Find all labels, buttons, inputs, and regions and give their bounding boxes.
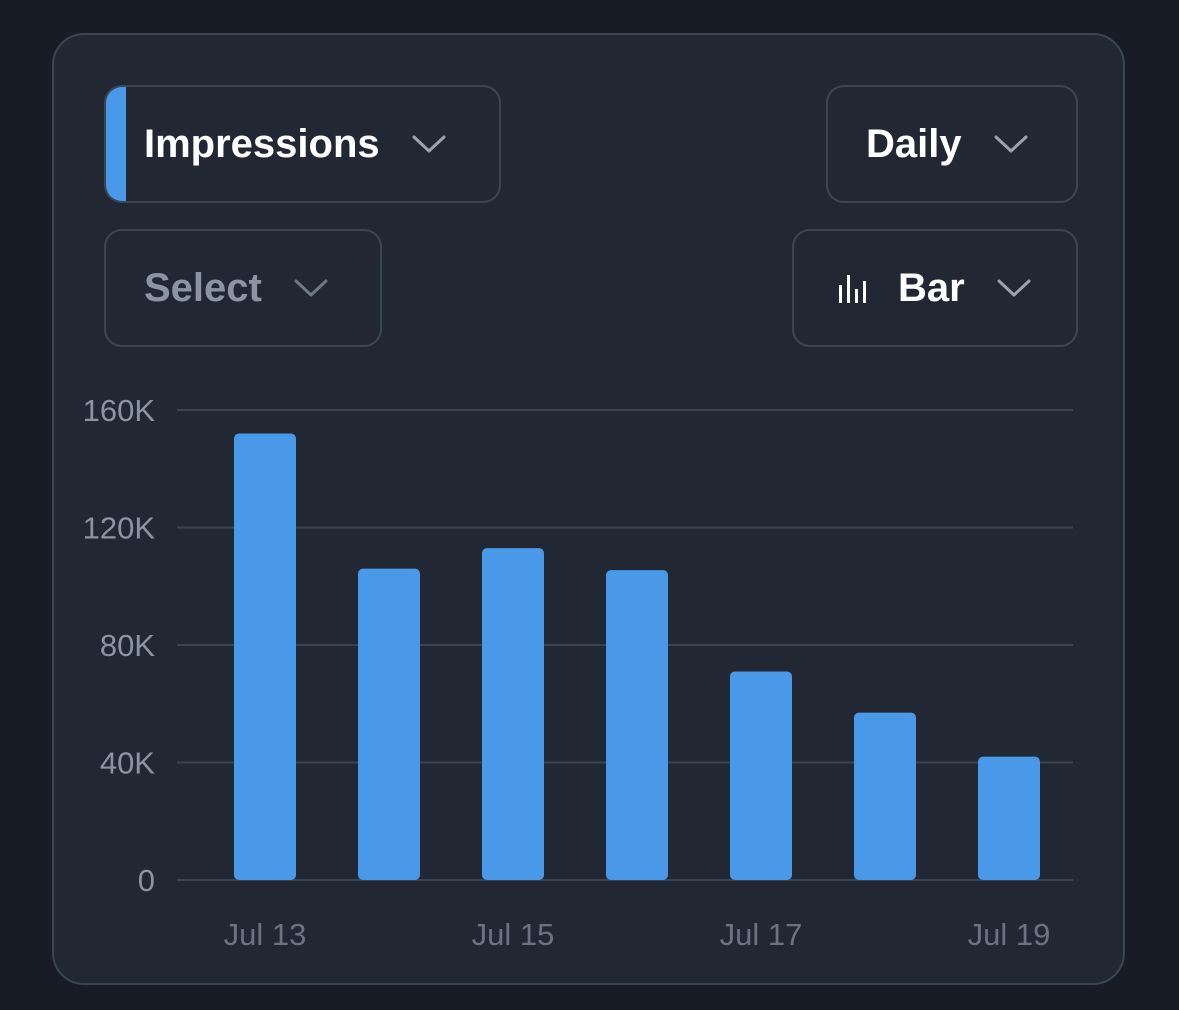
bar-chart-icon (838, 273, 870, 303)
bar-jul-17[interactable] (730, 671, 792, 880)
y-tick-label: 160K (83, 393, 156, 428)
y-tick-label: 0 (138, 863, 155, 898)
metric-color-indicator (106, 87, 126, 201)
metric-dropdown-label: Impressions (144, 121, 380, 166)
chevron-down-icon (994, 134, 1028, 154)
y-tick-label: 80K (100, 628, 155, 663)
chart-type-dropdown-label: Bar (898, 265, 965, 310)
metric-dropdown[interactable]: Impressions (104, 85, 501, 203)
bars (234, 433, 1040, 881)
chevron-down-icon (997, 278, 1031, 298)
period-dropdown-label: Daily (866, 121, 962, 166)
x-tick-label: Jul 17 (720, 917, 803, 952)
bar-jul-18[interactable] (854, 712, 916, 880)
compare-dropdown[interactable]: Select (104, 229, 382, 347)
bar-jul-13[interactable] (234, 433, 296, 881)
y-tick-label: 40K (100, 746, 155, 781)
chart-card: Impressions Daily Select Bar (52, 33, 1125, 985)
bar-jul-16[interactable] (606, 570, 668, 880)
x-tick-label: Jul 15 (472, 917, 555, 952)
x-tick-label: Jul 19 (968, 917, 1051, 952)
y-axis-ticks: 0 40K 80K 120K 160K (83, 393, 156, 898)
x-tick-label: Jul 13 (224, 917, 307, 952)
bar-jul-15[interactable] (482, 548, 544, 880)
bar-jul-19[interactable] (978, 756, 1040, 880)
bar-jul-14[interactable] (358, 568, 420, 880)
chart-type-dropdown[interactable]: Bar (792, 229, 1078, 347)
chevron-down-icon (412, 134, 446, 154)
x-axis-ticks: Jul 13 Jul 15 Jul 17 Jul 19 (224, 917, 1051, 952)
y-tick-label: 120K (83, 511, 156, 546)
compare-dropdown-label: Select (144, 265, 262, 310)
chevron-down-icon (294, 278, 328, 298)
period-dropdown[interactable]: Daily (826, 85, 1078, 203)
bar-chart: 0 40K 80K 120K 160K Jul 13 Jul 15 Jul 17 Jul 19 (83, 393, 1073, 952)
